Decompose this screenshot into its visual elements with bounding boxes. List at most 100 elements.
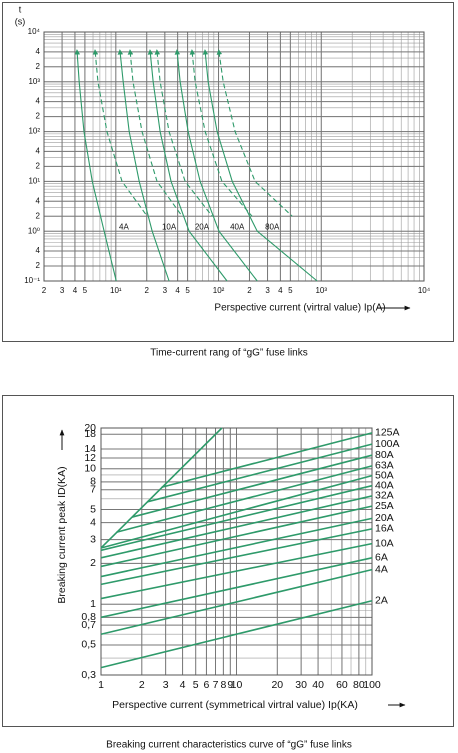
y-tick-label: 1: [90, 598, 96, 610]
x-tick-label: 4: [180, 679, 186, 691]
x-tick-label: 5: [185, 286, 190, 295]
curve: [100, 528, 373, 586]
curve: [161, 432, 373, 489]
y-tick-label: 4: [36, 47, 41, 56]
x-tick-label: 80: [353, 679, 365, 691]
x-tick-label: 5: [288, 286, 293, 295]
y-tick-label: 3: [90, 533, 96, 545]
y-tick-label: 0,5: [81, 639, 96, 651]
curve: [74, 49, 117, 282]
y-tick-label: 2: [36, 62, 41, 71]
y-label: Breaking current peak ID(KA): [56, 466, 68, 603]
curve: [100, 495, 373, 559]
curve: [100, 599, 373, 669]
y-tick-label: 4: [90, 516, 96, 528]
y-tick-label: 2: [36, 211, 41, 220]
y-tick-label: 8: [90, 476, 96, 488]
y-tick-label: 2: [36, 112, 41, 121]
curve: [100, 557, 373, 619]
x-tick-label: 3: [265, 286, 270, 295]
x-tick-label: 100: [363, 679, 381, 691]
x-label: Perspective current (symmetrical virtral…: [112, 699, 358, 711]
grid: [43, 31, 425, 282]
x-tick-label: 8: [220, 679, 226, 691]
series-label: 63A: [375, 460, 394, 472]
series-label: 10A: [375, 537, 394, 549]
frame: [2, 2, 454, 342]
y-tick-label: 2: [36, 162, 41, 171]
x-tick-label: 3: [163, 286, 168, 295]
series-label: 2A: [375, 595, 388, 607]
x-tick-label: 60: [336, 679, 348, 691]
series-label: 100A: [375, 438, 400, 450]
curve: [100, 427, 223, 549]
curve: [116, 465, 373, 533]
curve: [147, 49, 228, 282]
curve: [100, 474, 373, 549]
y-tick-label: 10⁴: [28, 27, 41, 36]
y-tick-label: 18: [84, 428, 96, 440]
x-tick-label: 7: [213, 679, 219, 691]
curve: [100, 568, 373, 636]
x-tick-label: 10: [231, 679, 243, 691]
x-tick-label: 2: [247, 286, 252, 295]
y-tick-label: 10⁰: [28, 226, 40, 235]
x-tick-label: 4: [73, 286, 78, 295]
y-tick-label: 10³: [28, 77, 40, 86]
x-tick-label: 4: [278, 286, 283, 295]
y-tick-label: 10⁻¹: [24, 276, 40, 285]
chart-1: t (s) Perspective current (virtral value…: [2, 2, 454, 359]
y-tick-label: 10²: [28, 127, 40, 136]
y-tick-label: 10¹: [28, 177, 40, 186]
series-label: 125A: [375, 427, 400, 439]
curve: [117, 49, 170, 282]
y-tick-label: 0,3: [81, 669, 96, 681]
y-tick-label: 0,7: [81, 619, 96, 631]
y-unit: (s): [15, 16, 26, 26]
x-tick-label: 30: [295, 679, 307, 691]
y-tick-label: 4: [36, 196, 41, 205]
y-tick-label: 12: [84, 452, 96, 464]
x-tick-label: 3: [163, 679, 169, 691]
x-tick-label: 10³: [315, 286, 327, 295]
plot-border: [100, 427, 373, 676]
x-tick-label: 6: [204, 679, 210, 691]
series-label: 4A: [375, 563, 388, 575]
curve: [189, 49, 253, 217]
series-label: 20A: [375, 512, 394, 524]
y-tick-label: 10: [84, 463, 96, 475]
y-tick-label: 4: [36, 246, 41, 255]
curve: [100, 505, 373, 568]
y-tick-label: 20: [84, 422, 96, 434]
x-tick-label: 2: [139, 679, 145, 691]
y-tick-label: 2: [36, 261, 41, 270]
annotation: 80A: [265, 222, 280, 231]
x-tick-label: 5: [83, 286, 88, 295]
series-label: 25A: [375, 500, 394, 512]
curve: [100, 484, 373, 552]
x-tick-label: 2: [145, 286, 150, 295]
y-tick-label: 4: [36, 147, 41, 156]
curve: [92, 49, 148, 217]
series-label: 16A: [375, 523, 394, 535]
chart-title: Breaking current characteristics curve o…: [106, 740, 352, 751]
x-tick-label: 5: [193, 679, 199, 691]
x-tick-label: 10⁴: [418, 286, 431, 295]
annotation: 4A: [119, 222, 129, 231]
curve: [174, 49, 258, 282]
y-tick-label: 2: [90, 557, 96, 569]
series-label: 50A: [375, 469, 394, 481]
chart-2: Perspective current (symmetrical virtral…: [2, 395, 454, 751]
curve: [127, 49, 183, 217]
x-label: Perspective current (virtral value) Ip(A…: [214, 303, 385, 314]
annotation: 10A: [162, 222, 177, 231]
x-tick-label: 10²: [213, 286, 225, 295]
y-label: t: [19, 4, 22, 14]
y-tick-label: 5: [90, 503, 96, 515]
curve: [100, 517, 373, 578]
curve: [132, 454, 373, 518]
x-tick-label: 10¹: [110, 286, 122, 295]
y-tick-label: 14: [84, 443, 96, 455]
series-label: 32A: [375, 490, 394, 502]
